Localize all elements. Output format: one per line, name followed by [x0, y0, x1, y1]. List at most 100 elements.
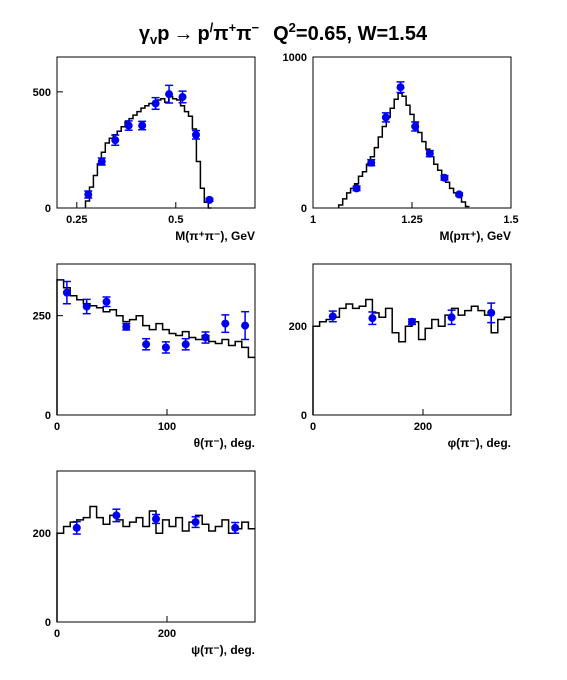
y-tick-label: 500	[33, 87, 51, 99]
data-point	[368, 311, 377, 326]
data-marker	[111, 136, 120, 145]
data-point	[62, 280, 71, 305]
data-point	[152, 513, 160, 525]
data-point	[111, 134, 120, 147]
data-point	[487, 302, 496, 324]
data-marker	[97, 157, 106, 166]
data-point	[178, 90, 187, 104]
data-marker	[191, 518, 200, 527]
plot-frame	[312, 263, 512, 416]
data-point	[97, 157, 106, 166]
data-marker	[124, 121, 133, 130]
data-marker	[122, 322, 131, 331]
data-point	[205, 195, 214, 204]
data-point	[161, 341, 170, 354]
data-marker	[352, 184, 361, 193]
data-point	[151, 96, 160, 111]
data-marker	[142, 340, 151, 349]
data-marker	[440, 173, 449, 182]
x-axis-label: M(π⁺π⁻), GeV	[175, 229, 255, 243]
data-marker	[381, 113, 390, 122]
y-tick-label: 200	[289, 321, 307, 333]
data-point	[142, 337, 151, 351]
data-marker	[112, 511, 121, 520]
data-point	[138, 120, 147, 131]
data-marker	[425, 149, 434, 158]
model-histogram	[56, 279, 255, 415]
data-marker	[151, 99, 160, 108]
x-tick-label: 200	[414, 421, 432, 433]
data-marker	[181, 340, 190, 349]
x-tick-label: 0	[54, 628, 60, 640]
data-marker	[178, 92, 187, 101]
data-marker	[487, 308, 496, 317]
data-point	[102, 296, 111, 308]
data-point	[221, 314, 230, 334]
y-tick-label: 1000	[283, 52, 307, 64]
data-marker	[447, 313, 456, 322]
data-point	[328, 310, 337, 323]
x-tick-label: 0	[310, 421, 316, 433]
data-marker	[165, 90, 174, 99]
data-point	[122, 322, 131, 331]
x-tick-label: 1.5	[503, 214, 518, 226]
data-point	[381, 112, 390, 123]
data-point	[181, 337, 190, 351]
data-marker	[221, 319, 230, 328]
panel-psi: 0 200 0 200 ψ(π⁻), deg.	[33, 470, 256, 657]
data-marker	[411, 122, 420, 131]
data-point	[408, 317, 416, 326]
data-marker	[455, 190, 464, 199]
data-point	[241, 310, 250, 341]
data-point	[84, 190, 93, 199]
x-axis-label: M(pπ⁺), GeV	[439, 229, 511, 243]
data-marker	[72, 523, 81, 532]
data-point	[82, 298, 91, 315]
data-marker	[191, 130, 200, 139]
model-histogram	[56, 505, 255, 622]
data-point	[447, 309, 456, 326]
data-marker	[82, 302, 91, 311]
data-point	[411, 121, 420, 132]
data-point	[191, 515, 200, 529]
data-point	[367, 158, 376, 167]
panel-m-pipi: 0.25 0.5 0 500 M(π⁺π⁻), GeV	[33, 56, 256, 243]
data-point	[440, 173, 449, 182]
plot-frame	[312, 56, 512, 209]
x-tick-label: 0	[54, 421, 60, 433]
y-tick-label: 0	[45, 410, 51, 422]
data-point	[425, 149, 434, 158]
data-point	[72, 520, 81, 535]
data-marker	[161, 343, 170, 352]
data-marker	[396, 83, 405, 92]
data-point	[352, 184, 361, 193]
y-tick-label: 0	[301, 410, 307, 422]
data-point	[165, 84, 174, 104]
data-point	[191, 129, 200, 140]
data-marker	[102, 297, 111, 306]
data-marker	[152, 514, 160, 523]
data-marker	[205, 195, 214, 204]
panel-phi: 0 200 0 200 φ(π⁻), deg.	[289, 263, 512, 450]
x-tick-label: 200	[158, 628, 176, 640]
y-tick-label: 200	[33, 528, 51, 540]
data-marker	[368, 314, 377, 323]
x-tick-label: 0.25	[66, 214, 87, 226]
data-marker	[328, 312, 337, 321]
plot-frame	[56, 470, 256, 623]
model-histogram	[312, 298, 511, 415]
x-tick-label: 1.25	[401, 214, 422, 226]
data-point	[124, 120, 133, 131]
data-point	[201, 331, 210, 344]
y-tick-label: 0	[301, 203, 307, 215]
data-marker	[241, 321, 250, 330]
data-marker	[408, 317, 416, 326]
y-tick-label: 0	[45, 617, 51, 629]
data-point	[231, 521, 240, 534]
x-axis-label: φ(π⁻), deg.	[448, 436, 511, 450]
x-axis-label: θ(π⁻), deg.	[194, 436, 255, 450]
x-axis-label: ψ(π⁻), deg.	[191, 643, 255, 657]
x-tick-label: 0.5	[168, 214, 183, 226]
panel-m-ppi: 1 1.25 1.5 0 1000 M(pπ⁺), GeV	[283, 52, 519, 243]
